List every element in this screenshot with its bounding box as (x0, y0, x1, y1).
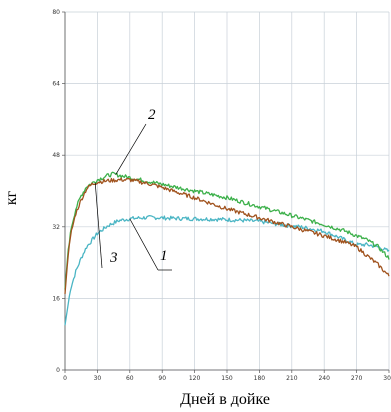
y-tick-label: 32 (52, 224, 60, 231)
y-tick-label: 16 (52, 295, 60, 302)
series-line-3 (64, 177, 390, 294)
callout-leader-2 (115, 123, 147, 175)
x-tick-label: 300 (383, 375, 391, 382)
x-tick-label: 210 (286, 375, 298, 382)
x-tick-label: 0 (63, 375, 67, 382)
callouts: 1 2 3 (94, 107, 172, 271)
callout-label-2: 2 (148, 107, 156, 123)
y-tick-label: 48 (52, 152, 60, 159)
callout-label-1: 1 (160, 248, 168, 264)
axes (62, 11, 390, 373)
series-line-1 (64, 214, 390, 326)
x-tick-label: 90 (158, 375, 166, 382)
x-tick-label: 270 (351, 375, 363, 382)
y-tick-label: 0 (56, 367, 60, 374)
x-tick-label: 240 (318, 375, 330, 382)
y-axis-title: кг (3, 190, 20, 205)
series-lines (64, 171, 390, 326)
x-tick-label: 30 (94, 375, 102, 382)
y-tick-label: 64 (52, 81, 60, 88)
callout-leader-1 (129, 218, 159, 271)
callout-label-3: 3 (109, 250, 118, 266)
x-tick-label: 150 (221, 375, 233, 382)
x-tick-label: 180 (254, 375, 266, 382)
x-tick-label: 120 (189, 375, 201, 382)
tick-labels: 030609012015018021024027030001632486480 (52, 9, 391, 382)
y-tick-label: 80 (52, 9, 60, 16)
x-axis-title: Дней в дойке (180, 391, 270, 408)
series-line-2 (64, 171, 390, 290)
callout-leader-3 (94, 182, 103, 269)
x-tick-label: 60 (126, 375, 134, 382)
